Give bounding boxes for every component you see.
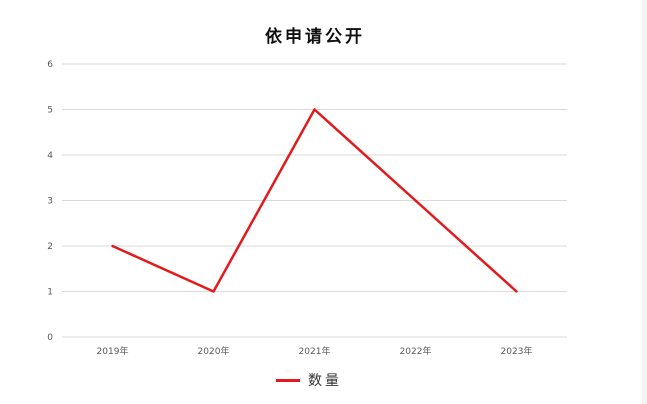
data-point [313,108,316,111]
y-tick-label: 1 [47,288,53,298]
legend-swatch [276,378,300,382]
data-point [414,199,417,202]
legend-label: 数量 [308,373,342,389]
x-tick-label: 2019年 [97,345,129,357]
legend: 数量 [276,370,342,390]
y-tick-label: 5 [47,106,53,116]
y-tick-label: 0 [47,333,53,343]
chart-title: 依申请公开 [265,27,365,47]
x-tick-label: 2021年 [299,345,331,357]
scrollbar-track[interactable] [642,0,647,404]
y-tick-label: 6 [47,60,53,70]
y-tick-label: 3 [47,197,53,207]
x-tick-label: 2022年 [400,345,432,357]
x-tick-label: 2020年 [198,345,230,357]
data-point [212,290,215,293]
y-tick-label: 2 [47,242,53,252]
x-tick-label: 2023年 [501,345,533,357]
y-tick-label: 4 [47,151,53,161]
data-point [111,244,114,248]
data-point [515,290,518,293]
